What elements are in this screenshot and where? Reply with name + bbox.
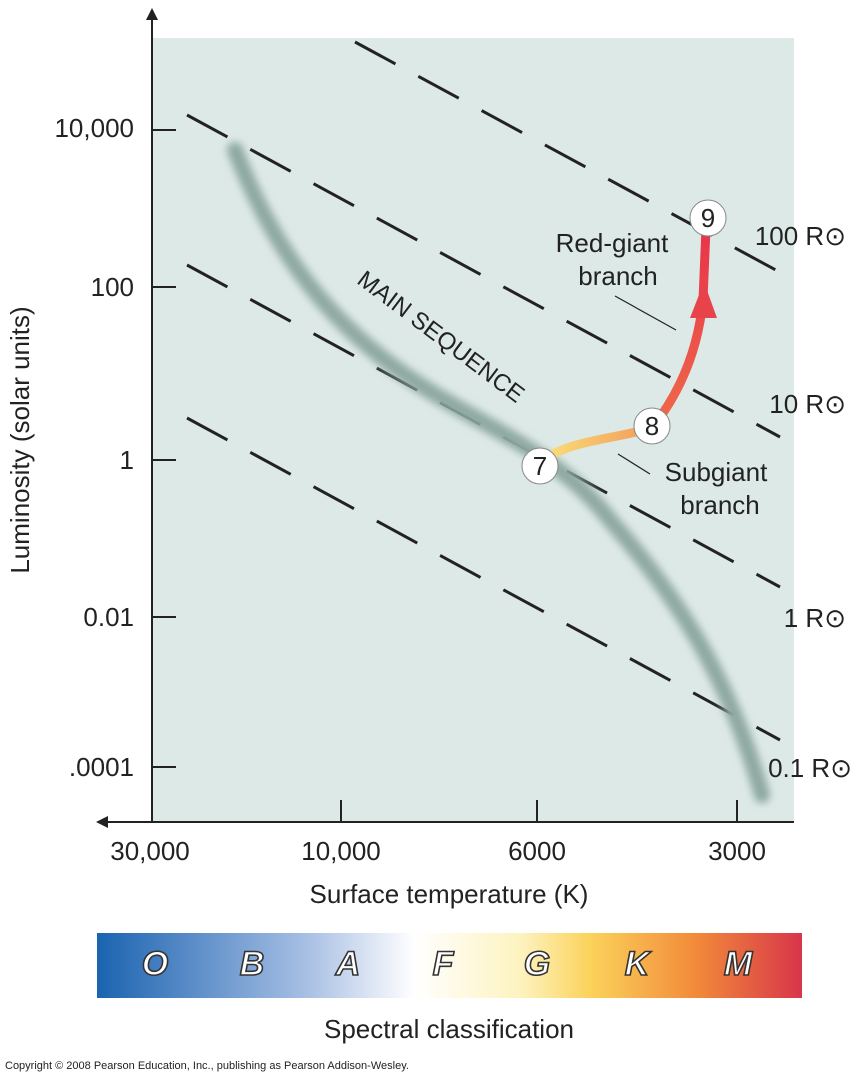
x-ticks: 30,000 10,000 6000 3000 (110, 800, 766, 866)
tick-label: 100 (91, 272, 134, 302)
leader-line (614, 295, 677, 331)
tick-label: 10,000 (301, 836, 381, 866)
spectral-class: G (524, 945, 550, 983)
annotation: Subgiant (665, 457, 768, 487)
leader-line (617, 453, 651, 475)
tick-label: 30,000 (110, 836, 190, 866)
annotation: branch (578, 261, 658, 291)
tick-label: .0001 (69, 752, 134, 782)
tick-label: 0.01 (83, 602, 134, 632)
plot-area (152, 38, 794, 822)
spectral-class: M (724, 945, 753, 983)
radius-label: 100 R⊙ (755, 221, 846, 251)
annotation: branch (680, 490, 760, 520)
radius-label: 1 R⊙ (784, 603, 846, 633)
spectral-bar (97, 933, 802, 998)
tick-label: 3000 (708, 836, 766, 866)
radius-label: 10 R⊙ (769, 389, 846, 419)
tick-label: 10,000 (54, 113, 134, 143)
x-axis-title: Surface temperature (K) (310, 879, 589, 909)
spectral-class: K (625, 945, 652, 983)
radius-lines: 100 R⊙ 10 R⊙ 1 R⊙ 0.1 R⊙ (186, 40, 852, 783)
radius-line (186, 263, 781, 589)
radius-label: 0.1 R⊙ (768, 753, 852, 783)
tick-label: 6000 (508, 836, 566, 866)
copyright: Copyright © 2008 Pearson Education, Inc.… (5, 1060, 409, 1072)
stage-label: 8 (645, 411, 659, 441)
spectral-classes: O B A F G K M (141, 944, 754, 984)
spectral-class: B (240, 945, 265, 983)
spectral-title: Spectral classification (324, 1014, 574, 1044)
tick-label: 1 (120, 445, 134, 475)
stage-circle (633, 407, 671, 445)
track-arrow (690, 282, 717, 318)
stage-circle (521, 447, 559, 485)
y-axis-title: Luminosity (solar units) (5, 306, 35, 573)
y-ticks: 10,000 100 1 0.01 .0001 (54, 113, 176, 782)
stage-label: 7 (533, 451, 547, 481)
stage-circle (689, 199, 727, 237)
stage-markers: 7 8 9 (521, 199, 727, 485)
stage-label: 9 (701, 203, 715, 233)
spectral-class: F (433, 945, 455, 983)
radius-line (186, 416, 781, 742)
radius-line (186, 113, 781, 439)
spectral-class: O (142, 945, 168, 983)
radius-line (354, 40, 786, 277)
annotation: Red-giant (556, 228, 670, 258)
main-sequence (227, 142, 770, 803)
spectral-class: A (335, 945, 361, 983)
